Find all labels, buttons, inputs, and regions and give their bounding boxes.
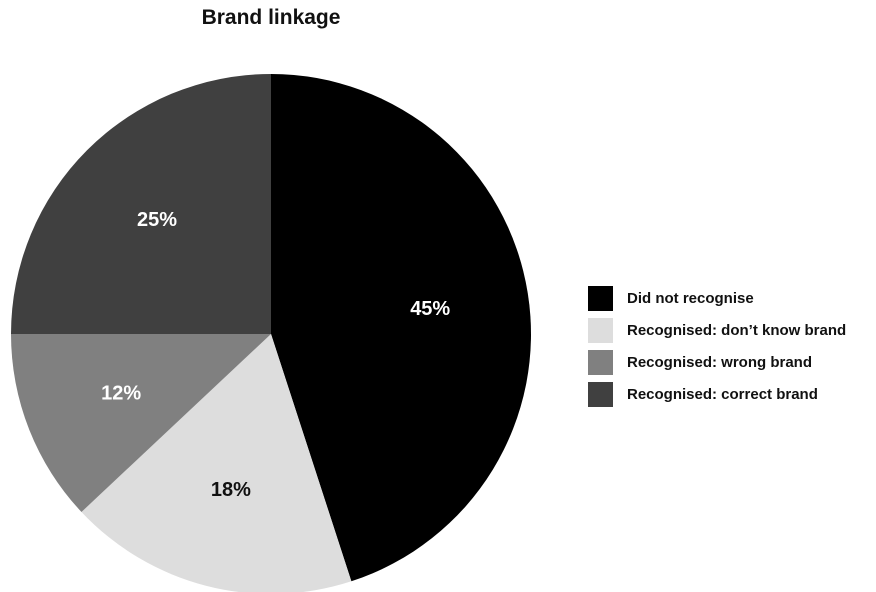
pie-chart: 45% 18% 12% 25% <box>11 74 531 592</box>
legend: Did not recognise Recognised: don’t know… <box>588 285 847 415</box>
legend-label: Recognised: don’t know brand <box>627 321 847 339</box>
legend-item: Recognised: correct brand <box>588 381 846 407</box>
slice-data-label: 45% <box>410 298 450 320</box>
legend-swatch <box>588 285 613 311</box>
legend-item: Recognised: don’t know brand <box>588 317 847 343</box>
legend-label: Recognised: wrong brand <box>627 353 813 371</box>
pie-slice <box>81 334 352 592</box>
slice-data-label: 25% <box>137 209 177 231</box>
legend-swatch <box>588 317 613 343</box>
chart-title: Brand linkage <box>201 6 341 29</box>
slice-data-label: 18% <box>211 479 251 501</box>
pie-slice <box>271 74 531 582</box>
pie-slice <box>11 334 271 512</box>
legend-item: Did not recognise <box>588 285 846 311</box>
pie-slice <box>11 74 271 334</box>
legend-label: Did not recognise <box>627 289 754 307</box>
legend-label: Recognised: correct brand <box>627 385 818 403</box>
legend-item: Recognised: wrong brand <box>588 349 846 375</box>
slice-data-label: 12% <box>101 382 141 404</box>
legend-swatch <box>588 381 613 407</box>
legend-swatch <box>588 349 613 375</box>
